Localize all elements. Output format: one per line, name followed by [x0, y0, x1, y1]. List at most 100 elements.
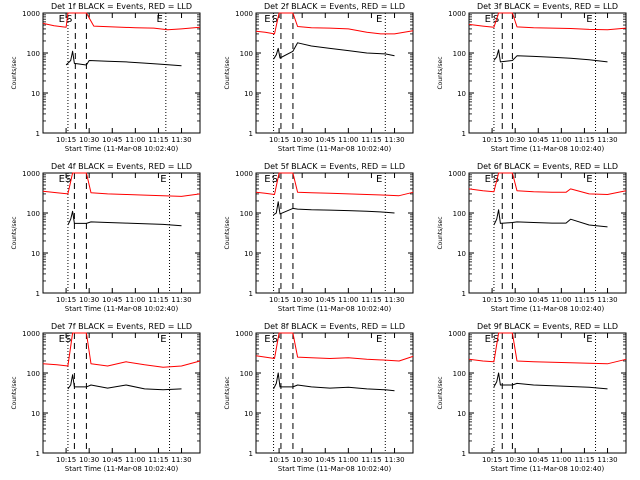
y-tick-label: 1000: [235, 10, 253, 18]
x-tick-label: 10:15: [269, 456, 289, 464]
panel-8: Det 8f BLACK = Events, RED = LLD 1 10 100 10…: [224, 322, 414, 473]
x-tick-label: 10:30: [292, 456, 312, 464]
y-tick-label: 1: [462, 130, 466, 138]
x-tick-label: 10:30: [505, 136, 525, 144]
x-axis-label: Start Time (11-Mar-08 10:02:40): [65, 145, 179, 153]
y-axis-label: Counts/sec: [224, 56, 231, 89]
x-tick-label: 10:15: [56, 136, 76, 144]
y-tick-label: 1: [36, 450, 40, 458]
lld-series-line: [468, 332, 627, 365]
plot-frame: [42, 172, 201, 294]
x-tick-label: 11:30: [597, 456, 617, 464]
lld-series-line: [255, 172, 414, 197]
events-series-line: [67, 374, 182, 391]
y-axis-label: Counts/sec: [11, 56, 18, 89]
x-tick-label: 10:30: [505, 456, 525, 464]
x-tick-label: 11:30: [384, 456, 404, 464]
y-tick-label: 1000: [448, 10, 466, 18]
x-tick-label: 11:15: [148, 136, 168, 144]
x-tick-label: 10:15: [56, 296, 76, 304]
x-tick-label: 10:30: [79, 136, 99, 144]
x-tick-label: 11:30: [597, 296, 617, 304]
panel-1: Det 1f BLACK = Events, RED = LLD 1 10 100 10…: [11, 2, 201, 153]
time-marker-label: S: [65, 334, 71, 345]
panel-4: Det 4f BLACK = Events, RED = LLD 1 10 100 10…: [11, 162, 201, 313]
y-tick-label: 1: [36, 130, 40, 138]
x-tick-label: 11:00: [125, 456, 145, 464]
x-tick-label: 11:30: [171, 456, 191, 464]
y-tick-label: 1: [462, 290, 466, 298]
x-axis-label: Start Time (11-Mar-08 10:02:40): [491, 305, 605, 313]
y-axis-label: Counts/sec: [437, 376, 444, 409]
y-tick-label: 1000: [448, 330, 466, 338]
time-marker-label: E: [59, 14, 65, 25]
time-marker-label: S: [65, 174, 71, 185]
y-tick-label: 100: [240, 50, 253, 58]
x-tick-label: 11:30: [384, 296, 404, 304]
panel-title: Det 5f BLACK = Events, RED = LLD: [264, 162, 405, 171]
time-marker-label: S: [493, 334, 499, 345]
panel-3: Det 3f BLACK = Events, RED = LLD 1 10 100 10…: [437, 2, 627, 153]
lld-series-line: [42, 332, 201, 368]
x-tick-label: 11:00: [338, 456, 358, 464]
plot-frame: [255, 12, 414, 134]
events-series-line: [65, 50, 182, 67]
y-tick-label: 10: [244, 410, 253, 418]
time-marker-label: E: [59, 334, 65, 345]
y-axis-label: Counts/sec: [224, 376, 231, 409]
y-axis-label: Counts/sec: [437, 216, 444, 249]
lld-series-line: [42, 12, 201, 31]
x-tick-label: 10:45: [315, 136, 335, 144]
x-tick-label: 11:30: [597, 136, 617, 144]
x-tick-label: 10:45: [528, 456, 548, 464]
x-tick-label: 10:30: [79, 456, 99, 464]
time-marker-label: E: [586, 174, 592, 185]
events-series-line: [273, 201, 395, 216]
x-tick-label: 10:15: [269, 296, 289, 304]
time-marker-label: S: [493, 174, 499, 185]
time-marker-label: E: [376, 14, 382, 25]
x-tick-label: 11:00: [125, 296, 145, 304]
time-marker-label: S: [272, 14, 278, 25]
plot-frame: [468, 172, 627, 294]
time-marker-label: S: [272, 334, 278, 345]
y-axis-label: Counts/sec: [437, 56, 444, 89]
x-axis-label: Start Time (11-Mar-08 10:02:40): [278, 465, 392, 473]
plot-frame: [468, 332, 627, 454]
y-tick-label: 100: [453, 370, 466, 378]
panel-title: Det 3f BLACK = Events, RED = LLD: [477, 2, 618, 11]
x-tick-label: 10:45: [315, 456, 335, 464]
y-tick-label: 10: [244, 250, 253, 258]
y-tick-label: 1000: [22, 10, 40, 18]
time-marker-label: E: [264, 14, 270, 25]
lld-series-line: [255, 332, 414, 362]
x-tick-label: 10:30: [505, 296, 525, 304]
time-marker-label: E: [59, 174, 65, 185]
plot-frame: [255, 332, 414, 454]
lld-series-line: [468, 12, 627, 31]
time-marker-label: E: [160, 174, 166, 185]
y-tick-label: 100: [240, 210, 253, 218]
y-tick-label: 100: [453, 50, 466, 58]
events-series-line: [493, 372, 608, 390]
events-series-line: [273, 42, 395, 60]
time-marker-label: E: [264, 334, 270, 345]
y-tick-label: 1000: [448, 170, 466, 178]
time-marker-label: S: [66, 14, 72, 25]
time-marker-label: S: [272, 174, 278, 185]
y-tick-label: 100: [27, 210, 40, 218]
time-marker-label: E: [586, 334, 592, 345]
x-axis-label: Start Time (11-Mar-08 10:02:40): [65, 305, 179, 313]
y-tick-label: 100: [240, 370, 253, 378]
plot-frame: [42, 332, 201, 454]
y-tick-label: 10: [457, 410, 466, 418]
y-tick-label: 1000: [22, 330, 40, 338]
y-tick-label: 10: [31, 410, 40, 418]
x-tick-label: 10:15: [269, 136, 289, 144]
panel-title: Det 1f BLACK = Events, RED = LLD: [51, 2, 192, 11]
y-tick-label: 10: [31, 90, 40, 98]
y-tick-label: 10: [457, 250, 466, 258]
plot-frame: [468, 12, 627, 134]
panel-5: Det 5f BLACK = Events, RED = LLD 1 10 100 10…: [224, 162, 414, 313]
